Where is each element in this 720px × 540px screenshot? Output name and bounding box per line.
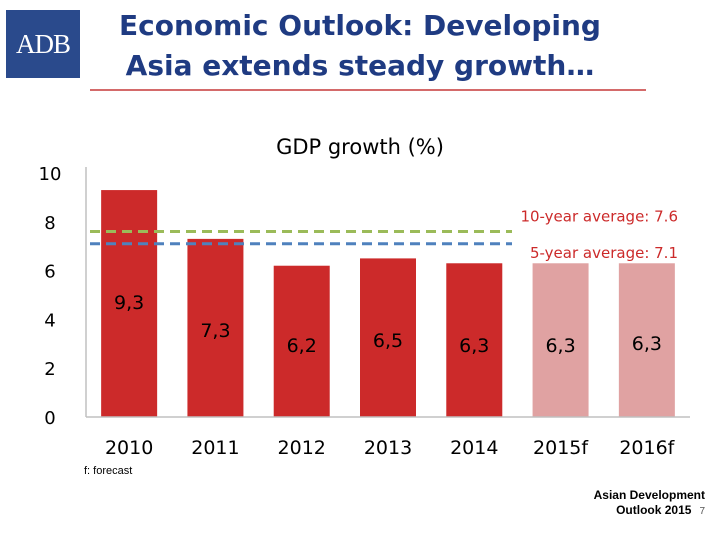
bar-2013 xyxy=(360,258,416,417)
data-label-2010: 9,3 xyxy=(114,292,144,314)
source-line-2: Outlook 2015 xyxy=(616,503,692,517)
title-line-1: Economic Outlook: Developing xyxy=(119,9,601,42)
reference-label-0: 10-year average: 7.6 xyxy=(520,208,678,226)
forecast-footnote: f: forecast xyxy=(84,465,133,477)
title-divider xyxy=(90,89,646,91)
data-label-2013: 6,5 xyxy=(373,330,403,352)
bar-2015f xyxy=(532,263,589,417)
data-label-2012: 6,2 xyxy=(287,335,317,357)
bar-2010 xyxy=(101,190,158,417)
data-label-2014: 6,3 xyxy=(459,335,489,357)
y-tick-label: 2 xyxy=(44,359,55,380)
x-tick-label: 2010 xyxy=(105,437,153,459)
x-tick-label: 2016f xyxy=(619,437,675,459)
source-line-1: Asian Development xyxy=(593,488,705,502)
x-tick-label: 2012 xyxy=(278,437,326,459)
y-tick-label: 0 xyxy=(44,408,55,429)
page-number: 7 xyxy=(699,506,705,517)
reference-label-1: 5-year average: 7.1 xyxy=(530,244,678,262)
y-tick-label: 6 xyxy=(44,262,55,283)
slide-title: Economic Outlook: Developing Asia extend… xyxy=(90,6,630,86)
y-tick-label: 8 xyxy=(44,213,55,234)
data-label-2016f: 6,3 xyxy=(632,333,662,355)
data-label-2015f: 6,3 xyxy=(545,335,575,357)
bar-2014 xyxy=(446,263,503,417)
source-note: Asian Development Outlook 2015 7 xyxy=(560,488,705,519)
x-tick-label: 2015f xyxy=(533,437,589,459)
x-tick-label: 2013 xyxy=(364,437,412,459)
x-tick-label: 2014 xyxy=(450,437,498,459)
title-line-2: Asia extends steady growth… xyxy=(125,49,595,82)
bar-2012 xyxy=(273,265,330,417)
bar-2011 xyxy=(187,238,244,417)
y-tick-label: 10 xyxy=(39,164,62,185)
bar-2016f xyxy=(618,263,675,417)
adb-logo: ADB xyxy=(6,10,80,78)
y-tick-label: 4 xyxy=(44,310,55,331)
data-label-2011: 7,3 xyxy=(200,320,230,342)
chart-title: GDP growth (%) xyxy=(276,135,444,159)
source-line-2-wrap: Outlook 2015 7 xyxy=(560,503,705,519)
x-tick-label: 2011 xyxy=(191,437,239,459)
